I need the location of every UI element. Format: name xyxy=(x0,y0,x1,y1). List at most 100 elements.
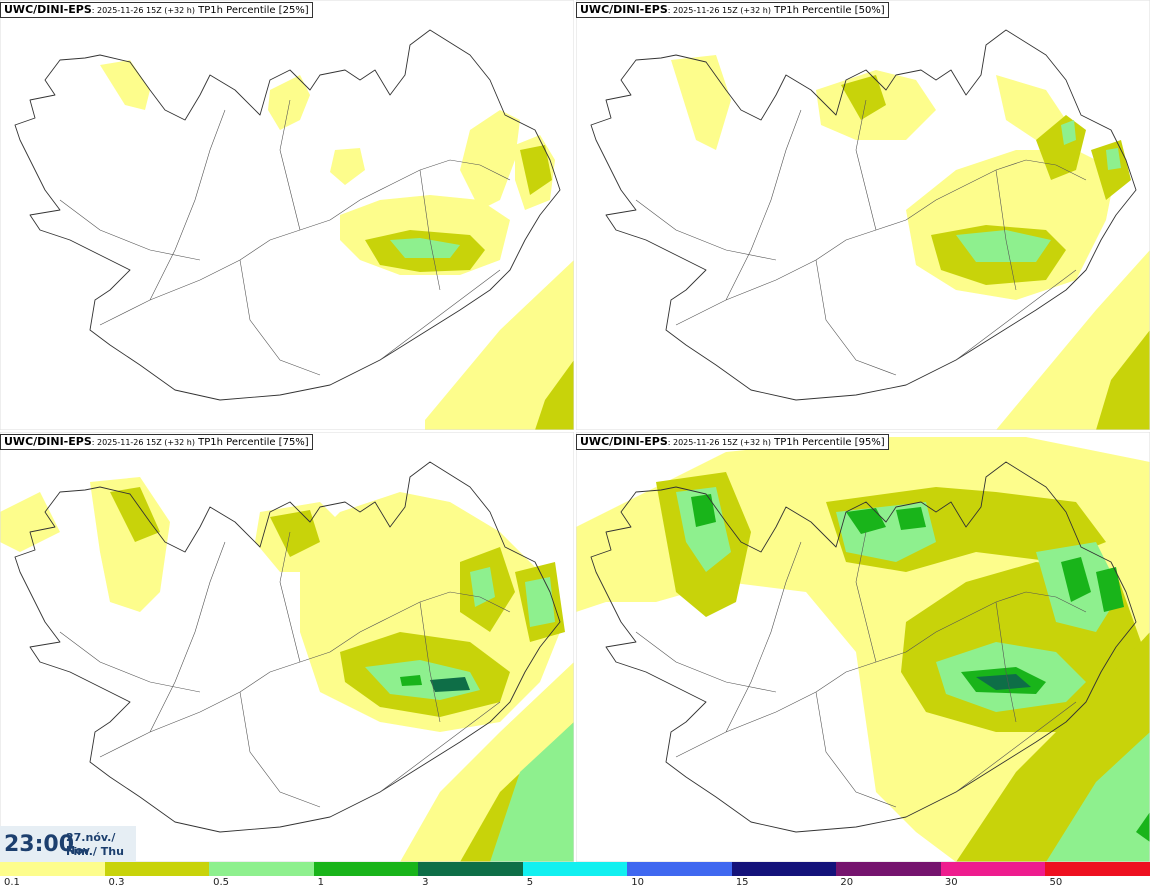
road-line xyxy=(725,541,802,733)
panel-title-p50: UWC/DINI-EPS: 2025-11-26 15Z (+32 h) TP1… xyxy=(576,2,889,18)
road-line xyxy=(955,269,1077,361)
map-panel-p25: UWC/DINI-EPS: 2025-11-26 15Z (+32 h) TP1… xyxy=(0,0,574,430)
iceland-coastline xyxy=(590,461,1137,833)
colorbar-label: 0.5 xyxy=(213,877,229,888)
precipitation-area xyxy=(1061,120,1076,145)
road-line xyxy=(725,109,802,301)
colorbar-label: 10 xyxy=(631,877,644,888)
run-time: : 2025-11-26 15Z (+32 h) xyxy=(667,6,771,15)
precipitation-area xyxy=(1046,732,1150,862)
panel-title-p75: UWC/DINI-EPS: 2025-11-26 15Z (+32 h) TP1… xyxy=(0,434,313,450)
precip-colorbar xyxy=(0,862,1150,876)
precipitation-area xyxy=(1136,812,1150,842)
road-line xyxy=(99,651,331,758)
precipitation-area xyxy=(425,260,574,430)
model-name: UWC/DINI-EPS xyxy=(4,3,92,16)
colorbar-label: 0.1 xyxy=(4,877,20,888)
precipitation-area xyxy=(268,75,310,130)
precipitation-area xyxy=(1091,140,1131,200)
run-time: : 2025-11-26 15Z (+32 h) xyxy=(91,438,195,447)
precip-map-p50 xyxy=(576,0,1150,430)
road-line xyxy=(995,169,1017,291)
valid-date-label: 27.nóv./ Nov xyxy=(66,831,116,857)
colorbar-label: 0.3 xyxy=(108,877,125,888)
precipitation-area xyxy=(996,75,1066,140)
parameter-label: TP1h Percentile [50%] xyxy=(770,5,885,16)
parameter-label: TP1h Percentile [95%] xyxy=(770,437,885,448)
road-line xyxy=(675,219,907,326)
colorbar-labels: 0.1 0.3 0.5 1 3 5 10 15 20 30 50 xyxy=(0,877,1150,891)
colorbar-segment xyxy=(940,862,1046,876)
panel-title-p25: UWC/DINI-EPS: 2025-11-26 15Z (+32 h) TP1… xyxy=(0,2,313,18)
road-line xyxy=(379,269,501,361)
precipitation-area xyxy=(956,230,1051,262)
precip-map-p95 xyxy=(576,432,1150,862)
run-time: : 2025-11-26 15Z (+32 h) xyxy=(667,438,771,447)
precipitation-area xyxy=(525,577,555,627)
map-panel-p50: UWC/DINI-EPS: 2025-11-26 15Z (+32 h) TP1… xyxy=(576,0,1150,430)
precipitation-area xyxy=(1106,148,1121,170)
road-line xyxy=(419,601,441,723)
road-line xyxy=(955,701,1077,793)
road-line xyxy=(59,199,201,261)
colorbar-segment xyxy=(313,862,419,876)
precip-map-p25 xyxy=(0,0,574,430)
precipitation-area xyxy=(691,494,716,527)
precipitation-area xyxy=(470,567,495,607)
colorbar-segment xyxy=(418,862,523,876)
road-line xyxy=(99,219,331,326)
road-line xyxy=(855,99,877,231)
colorbar-label: 3 xyxy=(422,877,429,888)
precipitation-area xyxy=(671,55,731,150)
precipitation-area xyxy=(520,145,552,195)
colorbar-segment xyxy=(731,862,837,876)
road-line xyxy=(239,691,321,808)
precipitation-area xyxy=(1096,567,1124,612)
precipitation-area xyxy=(430,677,470,692)
colorbar-segment xyxy=(627,862,732,876)
road-line xyxy=(855,531,877,663)
precipitation-area xyxy=(535,360,574,430)
road-line xyxy=(995,601,1017,723)
valid-time-box: 23:00 27.nóv./ Nov Fim./ Thu xyxy=(0,826,136,862)
precipitation-area xyxy=(460,110,520,210)
colorbar-segment xyxy=(836,862,941,876)
road-line xyxy=(279,531,301,663)
precipitation-area xyxy=(110,487,160,542)
precipitation-area xyxy=(100,60,150,110)
precip-map-p75 xyxy=(0,432,574,862)
precipitation-area xyxy=(390,238,460,258)
colorbar-label: 5 xyxy=(526,877,534,888)
model-name: UWC/DINI-EPS xyxy=(580,3,668,16)
model-name: UWC/DINI-EPS xyxy=(580,435,668,448)
map-panel-p75: UWC/DINI-EPS: 2025-11-26 15Z (+32 h) TP1… xyxy=(0,432,574,862)
colorbar-segment xyxy=(522,862,628,876)
colorbar-label: 20 xyxy=(840,877,854,888)
precipitation-area xyxy=(490,722,574,862)
run-time: : 2025-11-26 15Z (+32 h) xyxy=(91,6,195,15)
road-line xyxy=(149,109,226,301)
road-line xyxy=(635,199,777,261)
iceland-coastline xyxy=(590,29,1137,401)
model-name: UWC/DINI-EPS xyxy=(4,435,92,448)
road-line xyxy=(815,259,897,376)
road-line xyxy=(419,169,441,291)
precipitation-area xyxy=(400,675,422,686)
panel-title-p95: UWC/DINI-EPS: 2025-11-26 15Z (+32 h) TP1… xyxy=(576,434,889,450)
precipitation-area xyxy=(846,508,886,534)
precipitation-area xyxy=(270,510,320,557)
parameter-label: TP1h Percentile [25%] xyxy=(194,5,309,16)
precipitation-area xyxy=(1096,330,1150,430)
precipitation-area xyxy=(1061,557,1091,602)
colorbar-label: 30 xyxy=(944,877,958,888)
iceland-coastline xyxy=(14,29,561,401)
iceland-coastline xyxy=(14,461,561,833)
precipitation-area xyxy=(841,75,886,120)
road-line xyxy=(279,99,301,231)
valid-time-clock: 23:00 xyxy=(4,832,75,857)
valid-weekday-label: Fim./ Thu xyxy=(66,845,124,858)
colorbar-label: 1 xyxy=(317,877,324,888)
map-panel-p95: UWC/DINI-EPS: 2025-11-26 15Z (+32 h) TP1… xyxy=(576,432,1150,862)
road-line xyxy=(239,259,321,376)
road-line xyxy=(379,701,501,793)
